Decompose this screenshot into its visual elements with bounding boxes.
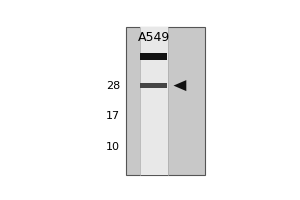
Polygon shape [173,80,186,91]
Text: 28: 28 [106,81,120,91]
Text: 10: 10 [106,142,120,152]
Bar [140,83,167,88]
Text: A549: A549 [138,31,170,44]
Bar [126,27,205,175]
Bar [140,27,168,175]
Bar [140,53,167,60]
Text: 17: 17 [106,111,120,121]
